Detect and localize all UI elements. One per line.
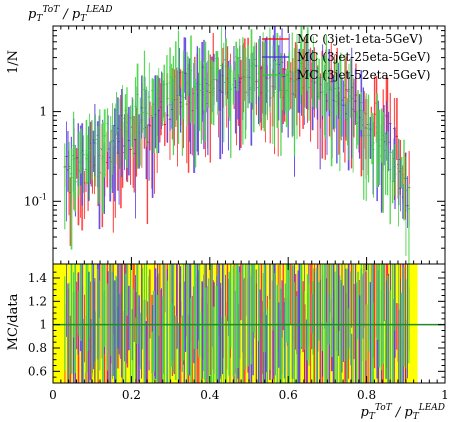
ratio-y-tick-label: 0.6 <box>28 364 47 378</box>
xlabel-base2: p <box>404 405 413 420</box>
legend-label-3: MC (3jet-52eta-5GeV) <box>297 68 430 82</box>
y-axis-label: 1/N <box>6 50 21 74</box>
x-tick-label: 0.6 <box>279 388 298 402</box>
title-sup: ToT <box>43 5 61 15</box>
x-axis-label: pTToT / pTLEAD <box>361 403 446 422</box>
x-tick-label: 1 <box>441 388 449 402</box>
legend: MC (3jet-1eta-5GeV) MC (3jet-25eta-5GeV)… <box>262 32 430 82</box>
xlabel-base: p <box>361 405 370 420</box>
series-3-main <box>63 26 411 264</box>
xlabel-sep: / <box>392 405 405 420</box>
title-base: p <box>28 7 37 22</box>
ratio-y-tick-label: 1.4 <box>28 271 47 285</box>
series-3-ratio <box>64 264 410 383</box>
xlabel-sub: T <box>369 412 376 422</box>
x-tick-label: 0.8 <box>357 388 376 402</box>
x-tick-label: 0.2 <box>122 388 141 402</box>
chart-title: pTToT / pTLEAD <box>28 5 113 24</box>
main-plot-area <box>63 26 411 264</box>
x-tick-label: 0 <box>49 388 57 402</box>
xlabel-sub2: T <box>413 412 420 422</box>
legend-label-2: MC (3jet-25eta-5GeV) <box>297 50 430 64</box>
ratio-y-tick-label: 0.8 <box>28 341 47 355</box>
ratio-plot-area <box>53 264 445 383</box>
title-sub: T <box>36 14 43 24</box>
x-tick-label: 0.4 <box>200 388 219 402</box>
ratio-y-axis-label: MC/data <box>6 293 21 350</box>
title-sub2: T <box>80 14 87 24</box>
legend-label-1: MC (3jet-1eta-5GeV) <box>297 32 423 46</box>
ratio-y-tick-label: 1 <box>39 318 47 332</box>
y-tick-label: 10-1 <box>24 192 47 208</box>
xlabel-sup2: LEAD <box>418 403 445 413</box>
ratio-y-tick-label: 1.2 <box>28 294 47 308</box>
xlabel-sup: ToT <box>375 403 393 413</box>
y-tick-label: 1 <box>39 105 47 119</box>
axes: 0 0.2 0.4 0.6 0.8 1 1 10-1 0.6 0.8 1 1.2 1.4 <box>24 25 449 402</box>
title-sep: / <box>59 7 72 22</box>
title-base2: p <box>72 7 81 22</box>
title-sup2: LEAD <box>85 5 112 15</box>
